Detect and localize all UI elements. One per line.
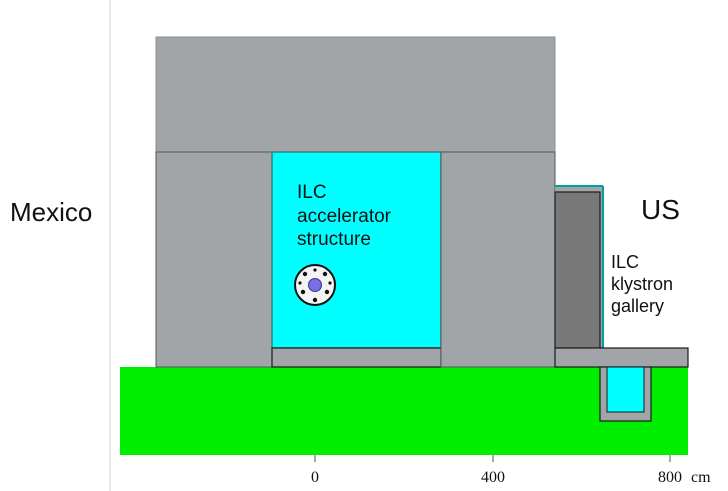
tunnel-floor-slab (271, 347, 442, 368)
accelerator-tunnel (271, 151, 442, 349)
us-label: US (641, 194, 680, 225)
tick-label-400: 400 (481, 469, 505, 486)
gallery-floor-slab (554, 347, 689, 368)
klystron-label-line3: gallery (611, 296, 664, 316)
klystron-label-line2: klystron (611, 274, 673, 294)
mexico-label: Mexico (10, 197, 92, 227)
tick-label-0: 0 (311, 469, 319, 486)
left-shield-wall (155, 151, 273, 368)
ground-layer (120, 367, 688, 455)
klystron-block (554, 191, 601, 349)
right-shield-wall (440, 151, 556, 368)
accelerator-label-line1: ILC (297, 182, 327, 203)
trench-cavity (606, 366, 645, 413)
accelerator-cross-section-icon (294, 264, 336, 306)
tick-label-800: 800 (658, 469, 682, 486)
accelerator-label-line3: structure (297, 229, 371, 250)
accelerator-label-line2: accelerator (297, 206, 392, 227)
roof-shield-block (155, 36, 556, 153)
klystron-label-line1: ILC (611, 252, 639, 272)
axis-unit-label: cm (691, 469, 711, 486)
